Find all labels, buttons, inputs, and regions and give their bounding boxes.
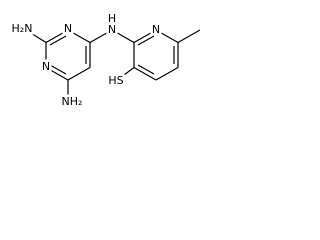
bond	[133, 66, 157, 81]
bond	[67, 66, 91, 81]
molecule-diagram: H₂N N N NH₂ N H N HS	[9, 10, 201, 111]
bond	[133, 29, 157, 44]
double-bond	[137, 35, 155, 46]
double-bond	[137, 64, 155, 75]
atom-label: N	[42, 60, 50, 73]
atom-label: HS	[108, 74, 123, 87]
bond	[155, 29, 179, 44]
bond	[111, 29, 135, 44]
atom-label: N	[152, 23, 160, 36]
bond	[89, 29, 113, 44]
bond	[25, 29, 47, 44]
atom-label: N	[108, 23, 116, 36]
bonds	[25, 29, 201, 100]
atom-label: H	[108, 12, 116, 25]
bond	[45, 29, 69, 44]
atom-label: N	[64, 22, 72, 35]
bond	[67, 29, 91, 44]
atom-label: H₂N	[12, 22, 33, 35]
methyl-bond	[177, 29, 201, 44]
bond	[45, 66, 69, 81]
double-bond	[49, 35, 67, 46]
atom-label: NH₂	[62, 95, 83, 108]
double-bond	[49, 64, 67, 75]
bond	[155, 66, 179, 81]
bond	[119, 67, 135, 79]
